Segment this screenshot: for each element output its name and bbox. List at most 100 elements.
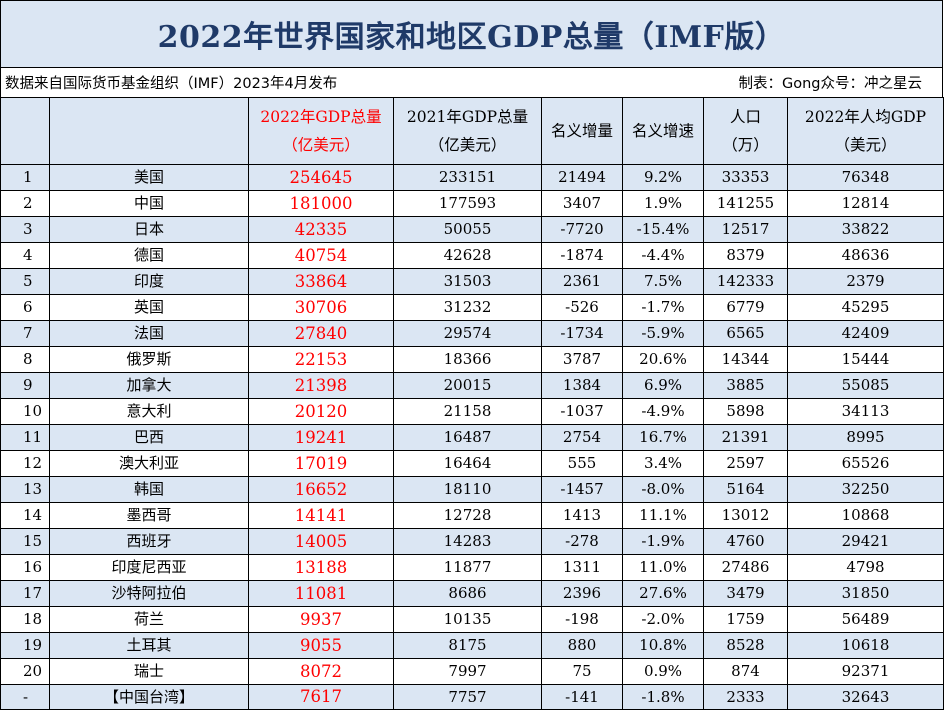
nominal-growth-cell: 10.8% bbox=[622, 632, 704, 659]
nominal-growth-cell: 7.5% bbox=[622, 268, 704, 295]
population-cell: 1759 bbox=[703, 606, 788, 633]
gdp-2021-cell: 18110 bbox=[393, 476, 542, 503]
gdp-2021-cell: 177593 bbox=[393, 190, 542, 217]
header-country bbox=[49, 97, 249, 165]
country-cell: 法国 bbox=[49, 320, 249, 347]
per-capita-cell: 56489 bbox=[787, 606, 944, 633]
nominal-growth-cell: 0.9% bbox=[622, 658, 704, 685]
gdp-2022-cell: 16652 bbox=[248, 476, 394, 503]
gdp-2022-cell: 40754 bbox=[248, 242, 394, 269]
gdp-2022-cell: 27840 bbox=[248, 320, 394, 347]
table-header: 2022年GDP总量 （亿美元） 2021年GDP总量 （亿美元） 名义增量 名… bbox=[0, 97, 944, 165]
country-cell: 印度 bbox=[49, 268, 249, 295]
country-cell: 意大利 bbox=[49, 398, 249, 425]
gdp-2022-cell: 181000 bbox=[248, 190, 394, 217]
gdp-2022-cell: 8072 bbox=[248, 658, 394, 685]
country-cell: 美国 bbox=[49, 164, 249, 191]
country-cell: 沙特阿拉伯 bbox=[49, 580, 249, 607]
per-capita-cell: 55085 bbox=[787, 372, 944, 399]
country-cell: 日本 bbox=[49, 216, 249, 243]
gdp-2022-cell: 42335 bbox=[248, 216, 394, 243]
rank-cell: 6 bbox=[0, 294, 50, 321]
per-capita-cell: 4798 bbox=[787, 554, 944, 581]
nominal-increase-cell: 1311 bbox=[541, 554, 623, 581]
population-cell: 14344 bbox=[703, 346, 788, 373]
nominal-growth-cell: -5.9% bbox=[622, 320, 704, 347]
per-capita-cell: 34113 bbox=[787, 398, 944, 425]
rank-cell: 12 bbox=[0, 450, 50, 477]
nominal-growth-cell: -8.0% bbox=[622, 476, 704, 503]
population-cell: 8379 bbox=[703, 242, 788, 269]
rank-cell: 20 bbox=[0, 658, 50, 685]
rank-cell: 7 bbox=[0, 320, 50, 347]
gdp-2021-cell: 7997 bbox=[393, 658, 542, 685]
header-per-capita-line1: 2022年人均GDP bbox=[804, 108, 927, 126]
per-capita-cell: 65526 bbox=[787, 450, 944, 477]
nominal-growth-cell: -1.8% bbox=[622, 684, 704, 710]
table-row: 1 美国 254645 233151 21494 9.2% 33353 76348 bbox=[0, 164, 944, 191]
country-cell: 土耳其 bbox=[49, 632, 249, 659]
rank-cell: 1 bbox=[0, 164, 50, 191]
nominal-growth-cell: -2.0% bbox=[622, 606, 704, 633]
gdp-2021-cell: 8686 bbox=[393, 580, 542, 607]
nominal-increase-cell: 2361 bbox=[541, 268, 623, 295]
gdp-2021-cell: 29574 bbox=[393, 320, 542, 347]
rank-cell: 13 bbox=[0, 476, 50, 503]
rank-cell: 4 bbox=[0, 242, 50, 269]
rank-cell: 2 bbox=[0, 190, 50, 217]
population-cell: 8528 bbox=[703, 632, 788, 659]
rank-cell: 10 bbox=[0, 398, 50, 425]
population-cell: 27486 bbox=[703, 554, 788, 581]
table-row: 3 日本 42335 50055 -7720 -15.4% 12517 33822 bbox=[0, 216, 944, 243]
header-gdp-2021-line1: 2021年GDP总量 bbox=[406, 108, 529, 126]
nominal-increase-cell: -198 bbox=[541, 606, 623, 633]
header-gdp-2022: 2022年GDP总量 （亿美元） bbox=[248, 97, 394, 165]
nominal-increase-cell: -141 bbox=[541, 684, 623, 710]
header-population-line1: 人口 bbox=[729, 108, 761, 126]
table-row: 8 俄罗斯 22153 18366 3787 20.6% 14344 15444 bbox=[0, 346, 944, 373]
maker-note: 制表：Gong众号：冲之星云 bbox=[738, 76, 922, 92]
nominal-increase-cell: 2754 bbox=[541, 424, 623, 451]
country-cell: 英国 bbox=[49, 294, 249, 321]
gdp-2021-cell: 10135 bbox=[393, 606, 542, 633]
gdp-2021-cell: 21158 bbox=[393, 398, 542, 425]
nominal-increase-cell: 880 bbox=[541, 632, 623, 659]
population-cell: 3479 bbox=[703, 580, 788, 607]
rank-cell: 18 bbox=[0, 606, 50, 633]
nominal-growth-cell: 11.0% bbox=[622, 554, 704, 581]
table-row: 4 德国 40754 42628 -1874 -4.4% 8379 48636 bbox=[0, 242, 944, 269]
rank-cell: 19 bbox=[0, 632, 50, 659]
table-body: 1 美国 254645 233151 21494 9.2% 33353 76348 2 中国 181… bbox=[0, 164, 944, 710]
gdp-2021-cell: 50055 bbox=[393, 216, 542, 243]
per-capita-cell: 92371 bbox=[787, 658, 944, 685]
per-capita-cell: 32250 bbox=[787, 476, 944, 503]
header-population-line2: （万） bbox=[722, 136, 769, 154]
gdp-2022-cell: 30706 bbox=[248, 294, 394, 321]
gdp-2022-cell: 14141 bbox=[248, 502, 394, 529]
population-cell: 3885 bbox=[703, 372, 788, 399]
population-cell: 33353 bbox=[703, 164, 788, 191]
nominal-increase-cell: -526 bbox=[541, 294, 623, 321]
nominal-increase-cell: 3787 bbox=[541, 346, 623, 373]
country-cell: 俄罗斯 bbox=[49, 346, 249, 373]
table-row: 6 英国 30706 31232 -526 -1.7% 6779 45295 bbox=[0, 294, 944, 321]
country-cell: 加拿大 bbox=[49, 372, 249, 399]
per-capita-cell: 8995 bbox=[787, 424, 944, 451]
nominal-growth-cell: -1.9% bbox=[622, 528, 704, 555]
population-cell: 12517 bbox=[703, 216, 788, 243]
gdp-2021-cell: 8175 bbox=[393, 632, 542, 659]
page-title: 2022年世界国家和地区GDP总量（IMF版） bbox=[157, 20, 786, 55]
rank-cell: 17 bbox=[0, 580, 50, 607]
nominal-increase-cell: 3407 bbox=[541, 190, 623, 217]
nominal-growth-cell: 11.1% bbox=[622, 502, 704, 529]
population-cell: 6565 bbox=[703, 320, 788, 347]
rank-cell: - bbox=[0, 684, 50, 710]
nominal-increase-cell: 21494 bbox=[541, 164, 623, 191]
header-per-capita: 2022年人均GDP （美元） bbox=[787, 97, 944, 165]
gdp-2022-cell: 11081 bbox=[248, 580, 394, 607]
gdp-2022-cell: 21398 bbox=[248, 372, 394, 399]
per-capita-cell: 33822 bbox=[787, 216, 944, 243]
population-cell: 21391 bbox=[703, 424, 788, 451]
nominal-increase-cell: -1874 bbox=[541, 242, 623, 269]
